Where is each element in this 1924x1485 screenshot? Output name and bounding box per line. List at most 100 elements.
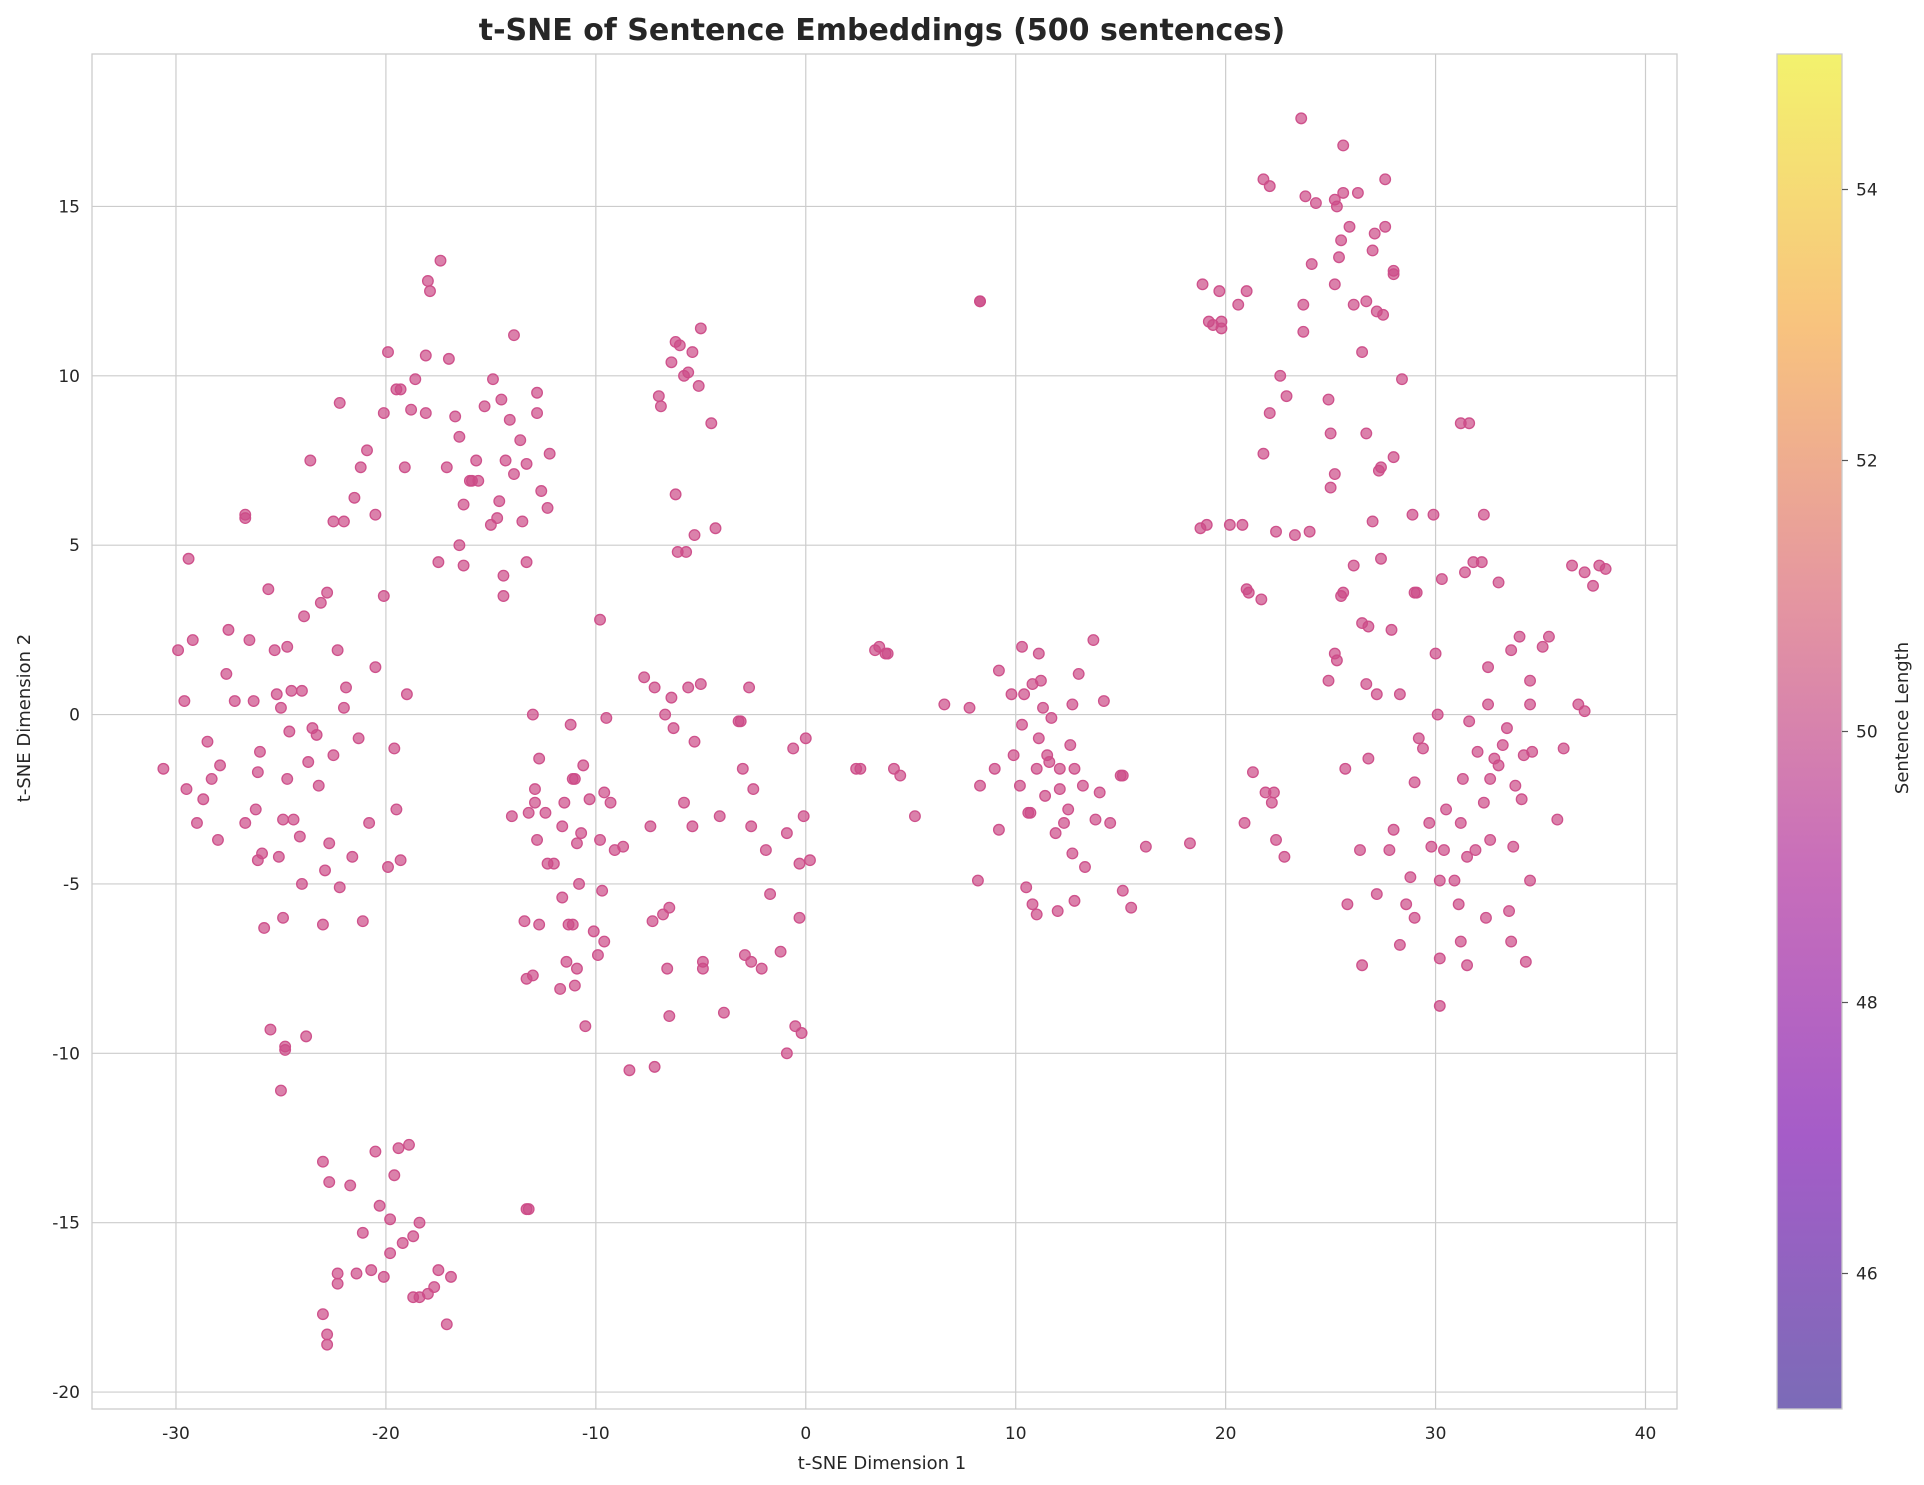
data-point: [178, 695, 191, 707]
data-point: [277, 911, 289, 924]
data-point: [251, 854, 264, 867]
data-point: [673, 339, 686, 352]
data-point: [249, 803, 262, 816]
data-point: [1255, 593, 1268, 606]
data-point: [705, 417, 718, 430]
data-point: [352, 732, 365, 745]
data-point: [377, 407, 390, 420]
data-point: [623, 1064, 636, 1077]
data-point: [665, 691, 678, 704]
data-point: [327, 749, 340, 762]
data-point: [186, 634, 199, 646]
data-point: [1454, 935, 1467, 948]
data-point: [556, 820, 569, 833]
data-point: [1599, 562, 1612, 575]
data-point: [743, 681, 756, 694]
data-point: [1274, 369, 1287, 382]
colorbar: [1776, 53, 1843, 1410]
y-tick-label: -20: [52, 1383, 80, 1403]
data-point: [663, 1010, 676, 1023]
data-point: [212, 833, 224, 846]
data-point: [617, 840, 630, 853]
data-point: [1309, 197, 1322, 210]
data-point: [1242, 586, 1255, 599]
data-point: [287, 813, 300, 826]
data-point: [274, 701, 287, 714]
data-point: [321, 1328, 334, 1341]
data-point: [1393, 688, 1406, 701]
data-point: [283, 725, 296, 738]
data-point: [1492, 576, 1505, 589]
data-point: [365, 1264, 378, 1277]
data-point: [1337, 139, 1350, 152]
data-point: [654, 400, 667, 413]
data-point: [1484, 772, 1497, 785]
data-point: [1288, 529, 1301, 541]
x-tick-label: 20: [1215, 1424, 1237, 1444]
data-point: [346, 850, 359, 863]
data-point: [424, 285, 436, 298]
data-point: [539, 806, 552, 819]
data-point: [1139, 840, 1152, 853]
data-point: [646, 915, 659, 928]
data-point: [568, 772, 581, 785]
data-point: [717, 1006, 730, 1019]
data-point: [1024, 806, 1037, 819]
data-point: [1477, 796, 1490, 809]
data-point: [1377, 308, 1390, 321]
data-point: [361, 444, 373, 457]
data-point: [239, 508, 252, 521]
data-point: [1337, 186, 1350, 199]
data-point: [1058, 817, 1070, 829]
data-point: [1578, 705, 1591, 718]
data-point: [974, 295, 986, 308]
data-point: [382, 346, 394, 359]
data-point: [594, 613, 606, 626]
data-point: [419, 407, 432, 420]
data-point: [1305, 258, 1318, 270]
data-point: [220, 667, 233, 680]
data-point: [1328, 468, 1341, 481]
data-point: [407, 1230, 420, 1243]
x-tick-label: 10: [1005, 1424, 1027, 1444]
data-point: [1125, 901, 1138, 914]
data-point: [963, 701, 976, 714]
data-point: [1347, 559, 1360, 572]
data-point: [1104, 817, 1117, 829]
data-point: [686, 346, 699, 359]
data-point: [1433, 999, 1446, 1012]
data-point: [384, 1213, 397, 1226]
data-point: [764, 888, 777, 901]
data-point: [1297, 298, 1310, 311]
data-point: [321, 586, 334, 599]
data-point: [988, 762, 1001, 775]
data-point: [295, 877, 308, 890]
data-point: [1232, 298, 1245, 311]
data-point: [1492, 759, 1505, 772]
data-point: [432, 556, 445, 569]
data-point: [745, 820, 758, 833]
data-point: [541, 501, 554, 514]
data-point: [310, 728, 323, 741]
data-point: [652, 390, 665, 403]
data-point: [648, 681, 661, 694]
data-point: [804, 854, 816, 867]
data-point: [1461, 850, 1474, 863]
data-point: [522, 806, 535, 819]
data-point: [533, 752, 546, 765]
data-point: [1354, 844, 1366, 857]
data-point: [495, 393, 508, 406]
data-point: [1435, 573, 1448, 586]
data-point: [319, 864, 331, 877]
data-point: [1333, 251, 1345, 264]
data-point: [300, 1030, 313, 1043]
data-point: [520, 972, 533, 985]
data-point: [1020, 881, 1033, 894]
data-point: [529, 796, 541, 809]
data-point: [1542, 630, 1555, 643]
data-point: [566, 918, 579, 931]
data-point: [570, 962, 583, 975]
data-point: [1423, 817, 1436, 829]
data-point: [1425, 840, 1438, 853]
data-point: [487, 373, 499, 386]
